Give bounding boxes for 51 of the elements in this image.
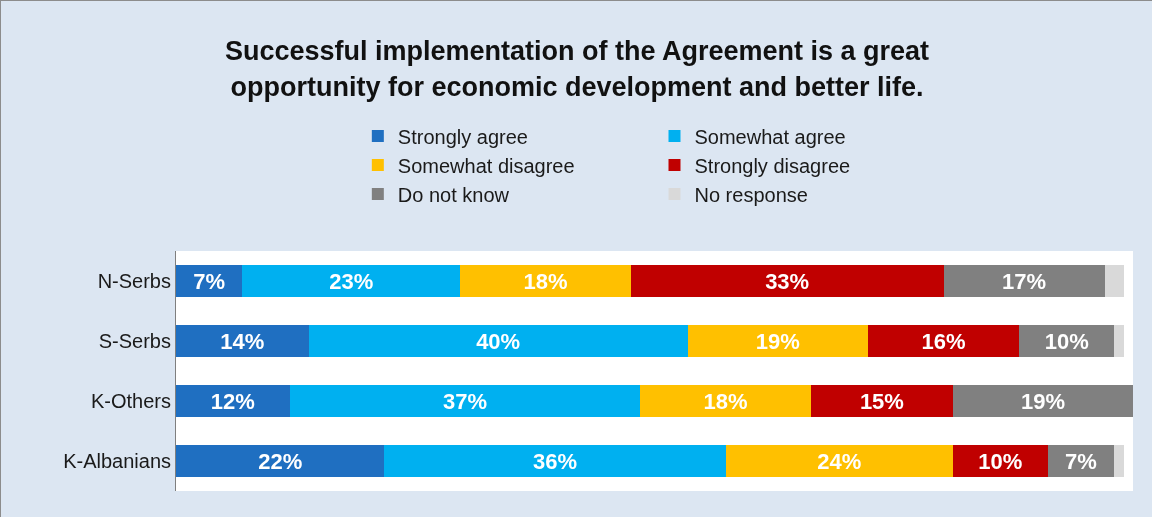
data-label: 10% (1044, 328, 1089, 354)
bar (176, 385, 290, 417)
bar (308, 325, 688, 357)
data-label: 17% (1002, 268, 1047, 294)
bar (1114, 325, 1124, 357)
data-label: 36% (532, 448, 578, 474)
bar (640, 385, 811, 417)
bar (176, 325, 309, 357)
bar (1019, 325, 1115, 357)
bar (810, 385, 953, 417)
data-label: 33% (765, 268, 810, 294)
data-label: 18% (703, 388, 748, 414)
legend-label: Strongly agree (397, 125, 528, 148)
data-label: 12% (210, 388, 255, 414)
data-label: 15% (859, 388, 904, 414)
bar (176, 445, 385, 477)
bar (1114, 445, 1124, 477)
bar (725, 445, 953, 477)
bar (867, 325, 1020, 357)
bar (687, 325, 868, 357)
y-tick-label: K-Others (90, 390, 171, 412)
data-label: 37% (442, 388, 488, 414)
data-label: 16% (921, 328, 966, 354)
data-label: 40% (476, 328, 521, 354)
bar (952, 385, 1133, 417)
legend-label: Strongly disagree (694, 154, 851, 177)
chart-title: Successful implementation of the Agreement is a great opportunity for economic development and better life. (224, 36, 930, 102)
data-label: 7% (1064, 448, 1097, 474)
legend-label: Somewhat agree (694, 125, 846, 148)
bar (289, 385, 641, 417)
data-label: 22% (258, 448, 303, 474)
data-label: 19% (755, 328, 800, 354)
data-label: 23% (329, 268, 374, 294)
data-label: 18% (523, 268, 568, 294)
legend-label: Do not know (397, 183, 510, 206)
bar (460, 265, 631, 297)
bar (943, 265, 1105, 297)
bar (384, 445, 726, 477)
data-label: 7% (193, 268, 226, 294)
y-tick-label: K-Albanians (63, 450, 171, 472)
data-label: 19% (1020, 388, 1066, 414)
bar (630, 265, 944, 297)
y-tick-label: N-Serbs (97, 270, 171, 292)
data-label: 24% (817, 448, 862, 474)
legend-label: No response (694, 183, 808, 206)
y-tick-label: S-Serbs (98, 330, 171, 352)
data-label: 14% (220, 328, 265, 354)
bar (242, 265, 461, 297)
legend-label: Somewhat disagree (397, 154, 575, 177)
bar (1104, 265, 1124, 297)
data-label: 10% (978, 448, 1023, 474)
